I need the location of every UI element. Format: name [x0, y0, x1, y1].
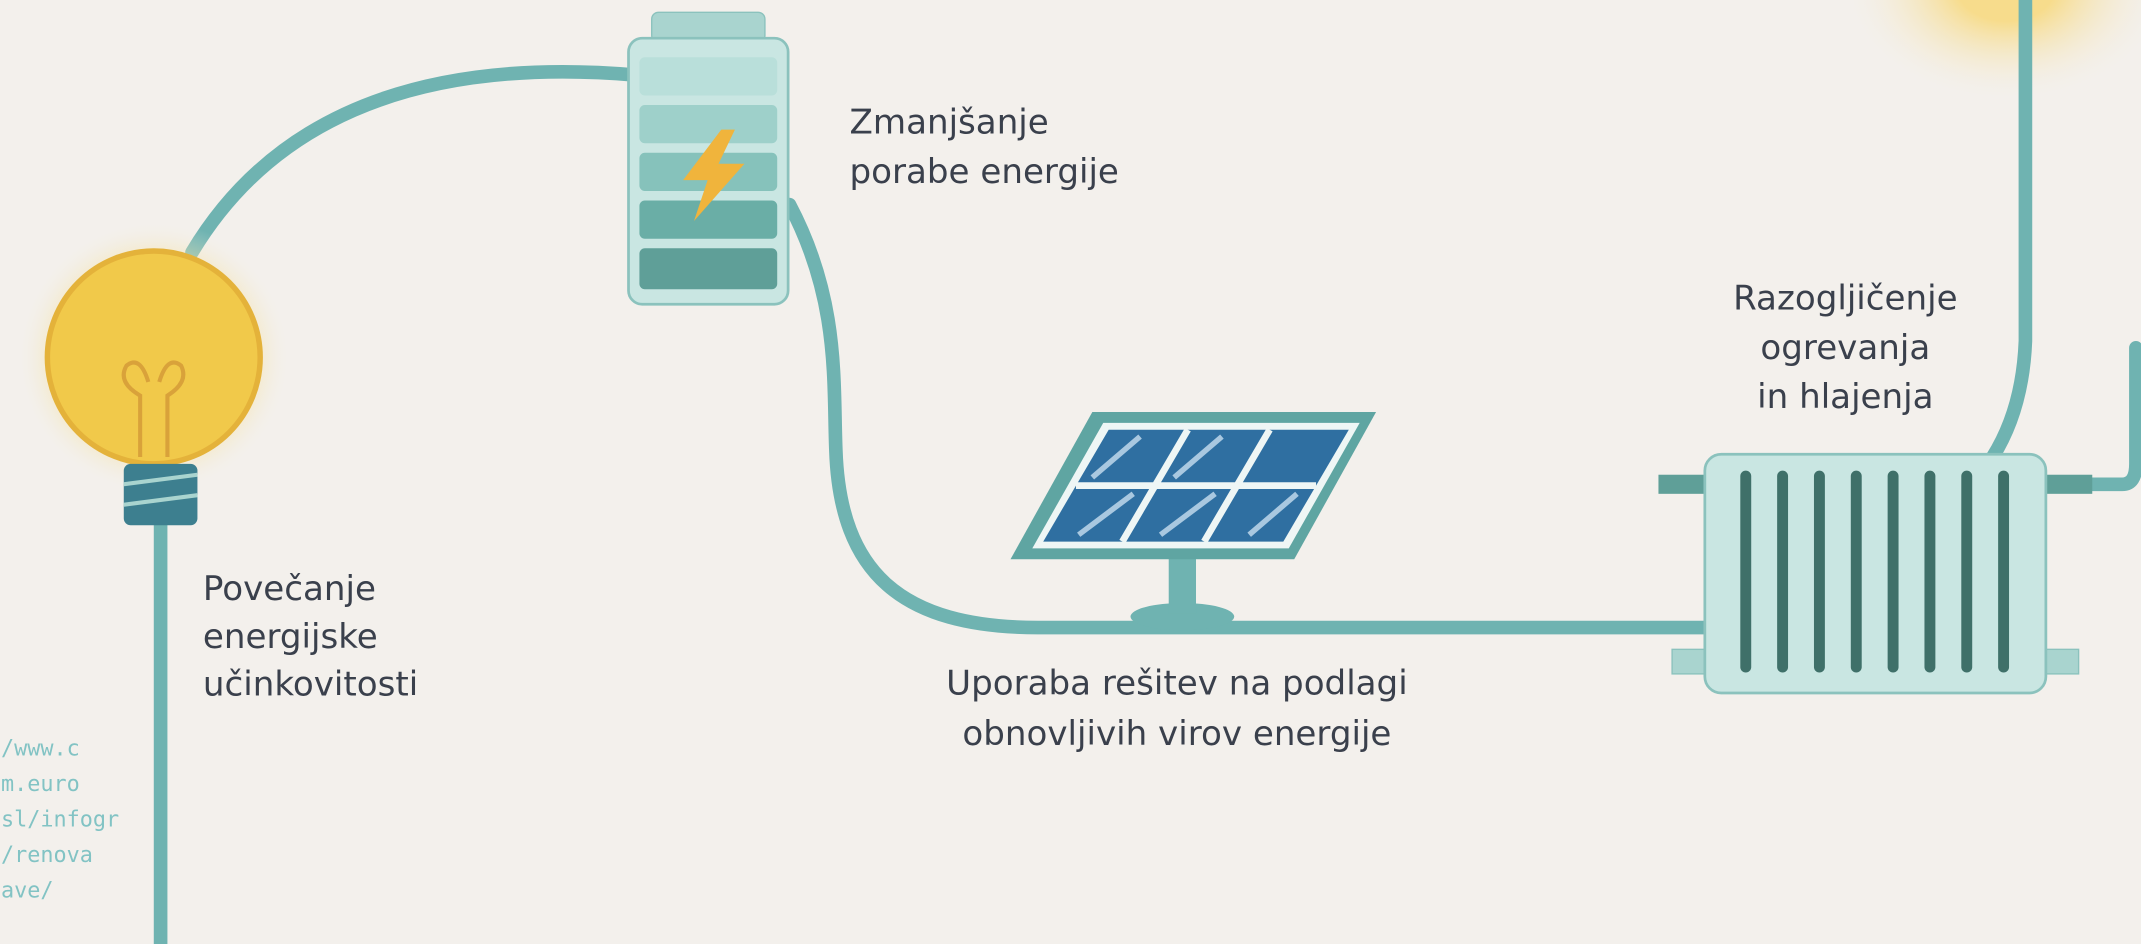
label-line: obnovljivih virov energije [962, 714, 1391, 754]
label-line: Uporaba rešitev na podlagi [946, 663, 1408, 703]
battery [629, 12, 789, 304]
source-line: m.euro [1, 772, 80, 797]
fin [1777, 471, 1788, 673]
battery-cell [639, 105, 777, 143]
fin [1814, 471, 1825, 673]
bulb-glass [47, 251, 260, 464]
radiator-body [1705, 454, 2046, 693]
label-line: ogrevanja [1760, 328, 1930, 368]
radiator [1658, 454, 2092, 693]
label-line: porabe energije [850, 152, 1119, 192]
battery-cell [639, 248, 777, 289]
bulb-base [124, 464, 198, 525]
fin [1998, 471, 2009, 673]
fin [1961, 471, 1972, 673]
label-line: Razogljičenje [1733, 279, 1957, 319]
label-line: učinkovitosti [203, 665, 418, 705]
fin [1888, 471, 1899, 673]
battery-cell [639, 201, 777, 239]
battery-cell [639, 57, 777, 95]
source-line: sl/infogr [1, 808, 119, 833]
label-line: energijske [203, 617, 378, 657]
source-line: /www.c [1, 737, 80, 762]
valve [2046, 475, 2092, 494]
valve [1658, 475, 1704, 494]
label-line: Povečanje [203, 569, 376, 609]
label-line: in hlajenja [1757, 377, 1933, 417]
fin [1740, 471, 1751, 673]
page: Zmanjšanje porabe energije Razogljičenje… [0, 0, 2141, 944]
source-line: /renova [1, 843, 93, 868]
valve [1672, 649, 1705, 674]
valve [2046, 649, 2079, 674]
label-line: Zmanjšanje [850, 103, 1049, 143]
source-line: ave/ [1, 879, 54, 904]
fin [1851, 471, 1862, 673]
panel-stand [1169, 552, 1196, 613]
infographic: Zmanjšanje porabe energije Razogljičenje… [0, 0, 2141, 944]
fin [1924, 471, 1935, 673]
